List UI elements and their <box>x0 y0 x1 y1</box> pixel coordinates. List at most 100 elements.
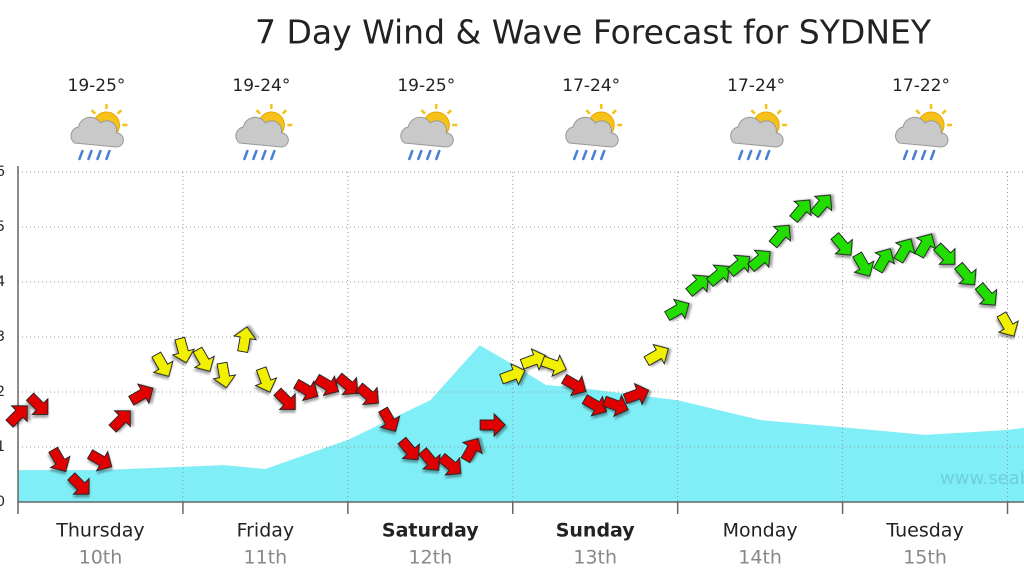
y-tick-label: 0 <box>0 494 5 510</box>
wind-arrow <box>540 354 567 378</box>
rain-drop <box>746 149 753 161</box>
wind-arrow <box>581 394 608 417</box>
weather-icon <box>400 104 458 161</box>
rain-drop <box>902 149 909 161</box>
wind-arrow <box>334 372 359 396</box>
date-label: 15th <box>903 547 947 569</box>
rain-drop <box>417 149 423 161</box>
sun-ray <box>116 109 123 115</box>
wind-arrow <box>974 282 998 306</box>
temperature: 17-24° <box>562 76 620 96</box>
wind-arrow <box>233 326 258 354</box>
wind-arrow <box>809 194 833 219</box>
wind-arrow <box>747 249 771 273</box>
chart-title: 7 Day Wind & Wave Forecast for SYDNEY <box>255 13 932 52</box>
wind-arrow <box>932 242 956 265</box>
y-tick-label: 1 <box>0 439 5 455</box>
sun-ray <box>776 109 782 115</box>
temperature: 17-24° <box>727 76 785 96</box>
rain-drop <box>572 149 579 161</box>
rain-drop <box>87 149 93 161</box>
wind-arrow <box>768 224 792 249</box>
wind-arrow <box>397 436 420 461</box>
weather-icon <box>730 104 788 161</box>
x-tick-label: Monday <box>723 520 798 542</box>
wind-arrow <box>460 437 483 464</box>
date-label: 13th <box>573 547 617 569</box>
y-tick-label: 3 <box>0 329 5 345</box>
wind-arrow <box>954 261 977 286</box>
y-tick-label: 4 <box>0 274 5 290</box>
wind-arrow <box>128 383 154 406</box>
x-tick-label: Tuesday <box>885 520 963 542</box>
y-tick-label: 6 <box>0 164 5 180</box>
wind-arrow <box>602 394 629 418</box>
wind-arrow <box>5 405 28 428</box>
sun-ray <box>90 109 97 115</box>
x-tick-label: Friday <box>237 520 295 542</box>
cloud <box>400 116 454 148</box>
rain-drop <box>755 149 762 161</box>
sun-ray <box>255 109 261 115</box>
sun-ray <box>915 109 921 115</box>
wind-arrow <box>192 346 215 372</box>
weather-icon <box>565 104 623 161</box>
wave-area <box>18 345 1024 502</box>
x-tick-label: Thursday <box>55 520 144 542</box>
date-label: 14th <box>738 547 782 569</box>
wind-arrow <box>789 199 812 224</box>
wind-arrow <box>418 447 441 471</box>
rain-drop <box>590 149 597 161</box>
rain-drop <box>920 149 927 161</box>
rain-drop <box>599 149 606 161</box>
temperature: 19-25° <box>68 76 126 96</box>
weather-icon <box>235 104 293 161</box>
date-label: 11th <box>244 547 288 569</box>
sun-ray <box>420 109 426 115</box>
wind-arrow <box>273 387 296 410</box>
wind-arrow <box>25 392 49 415</box>
wind-arrow <box>479 412 506 438</box>
wind-arrow <box>664 298 690 322</box>
cloud <box>235 116 289 148</box>
wind-arrow <box>852 251 875 277</box>
rain-drop <box>581 149 588 161</box>
cloud <box>70 116 124 148</box>
rain-drop <box>929 149 936 161</box>
wind-arrow <box>212 361 237 389</box>
weather-icon <box>895 104 953 161</box>
wind-arrow <box>705 264 730 288</box>
sun-ray <box>941 109 947 115</box>
y-tick-label: 2 <box>0 384 5 400</box>
sun-ray <box>585 109 591 115</box>
temperature: 19-25° <box>397 76 455 96</box>
wind-arrow <box>499 362 526 386</box>
wind-arrow <box>108 410 131 433</box>
x-tick-label: Saturday <box>382 520 479 542</box>
rain-drop <box>435 149 441 161</box>
wind-arrow <box>355 382 379 406</box>
wind-arrow <box>378 406 401 432</box>
wind-arrow <box>622 382 650 406</box>
rain-drop <box>243 149 249 161</box>
watermark: www.seabre <box>940 468 1024 489</box>
rain-drop <box>408 149 414 161</box>
wind-arrow <box>643 343 669 367</box>
rain-drop <box>105 149 111 161</box>
wind-arrow <box>171 336 196 364</box>
sun-ray <box>750 109 756 115</box>
cloud <box>730 116 784 148</box>
weather-icon <box>70 104 128 161</box>
temperature: 17-22° <box>892 76 950 96</box>
wind-arrow <box>561 373 587 397</box>
x-tick-label: Sunday <box>556 520 636 542</box>
rain-drop <box>252 149 258 161</box>
rain-drop <box>261 149 267 161</box>
wind-arrow <box>293 378 319 402</box>
cloud <box>895 116 949 148</box>
sun-ray <box>611 109 617 115</box>
wind-arrow <box>67 472 90 495</box>
temperature: 19-24° <box>232 76 290 96</box>
wind-arrow <box>872 248 896 274</box>
